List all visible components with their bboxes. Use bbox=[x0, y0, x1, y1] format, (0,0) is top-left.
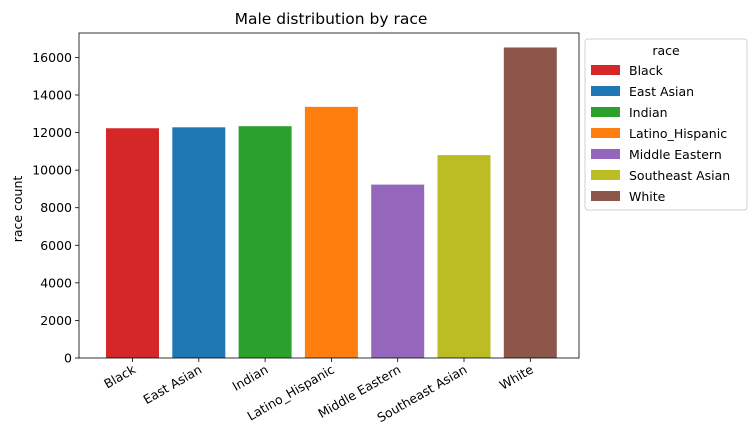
bar-white bbox=[503, 47, 557, 358]
legend-swatch bbox=[591, 107, 620, 117]
plot-area: Black East Asian IndianLatino_HispanicMidd… bbox=[32, 32, 580, 425]
bar-latino-hispanic bbox=[304, 106, 358, 358]
legend-swatch bbox=[591, 170, 620, 180]
legend-entry-label: Latino_Hispanic bbox=[629, 126, 727, 141]
bar-middle-eastern bbox=[371, 184, 425, 358]
legend: race Black East Asian Indian Latino_Hispanic… bbox=[584, 38, 748, 211]
legend-entry-label: Southeast Asian bbox=[629, 168, 730, 183]
y-tick-label: 10000 bbox=[32, 163, 72, 178]
legend-title: race bbox=[652, 43, 680, 58]
y-axis-label: race count bbox=[10, 176, 25, 243]
legend-entry-label: White bbox=[629, 189, 666, 204]
x-tick-label: White bbox=[497, 361, 536, 392]
y-tick-label: 6000 bbox=[40, 238, 72, 253]
legend-entry-label: Indian bbox=[629, 105, 668, 120]
y-tick-label: 0 bbox=[64, 351, 72, 366]
y-tick-label: 14000 bbox=[32, 87, 72, 102]
bar-east-asian bbox=[172, 127, 226, 358]
legend-swatch bbox=[591, 128, 620, 138]
x-tick-label: Indian bbox=[230, 362, 271, 394]
x-tick-label: East Asian bbox=[140, 362, 204, 408]
legend-swatch bbox=[591, 191, 620, 201]
legend-swatch bbox=[591, 65, 620, 75]
legend-box bbox=[584, 38, 748, 211]
legend-swatch bbox=[591, 149, 620, 159]
x-tick-label: Black bbox=[101, 361, 138, 391]
y-tick-label: 8000 bbox=[40, 200, 72, 215]
bar-indian bbox=[238, 126, 292, 359]
y-tick-label: 4000 bbox=[40, 275, 72, 290]
y-tick-label: 2000 bbox=[40, 313, 72, 328]
legend-swatch bbox=[591, 86, 620, 96]
bar-black bbox=[106, 128, 159, 358]
chart-title: Male distribution by race bbox=[235, 10, 428, 28]
y-tick-label: 16000 bbox=[32, 50, 72, 65]
axes-frame bbox=[78, 32, 580, 359]
y-tick-label: 12000 bbox=[32, 125, 72, 140]
bar-southeast-asian bbox=[437, 155, 491, 358]
legend-entry-label: Black bbox=[629, 63, 664, 78]
legend-entry-label: East Asian bbox=[629, 84, 694, 99]
legend-entry-label: Middle Eastern bbox=[629, 147, 722, 162]
